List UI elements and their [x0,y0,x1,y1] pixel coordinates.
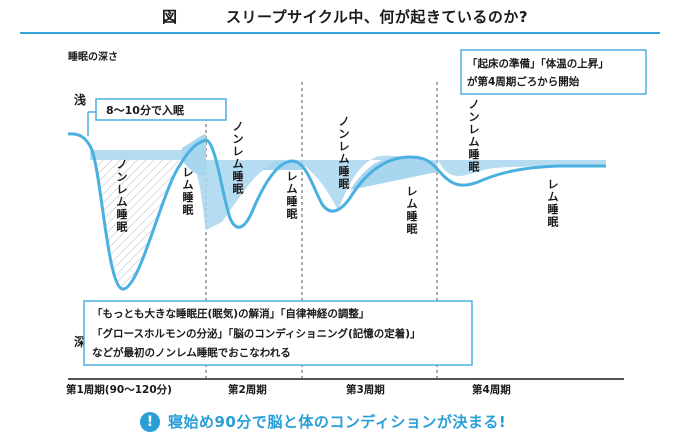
stage-label-nrem2: ノンレム睡眠 [233,120,244,196]
stage-label-rem4: レム睡眠 [548,178,559,229]
stage-label-nrem1: ノンレム睡眠 [117,158,128,234]
stage-label-rem3: レム睡眠 [407,185,418,236]
footer-banner: ! 寝始め90分で脳と体のコンディションが決まる! [0,410,680,440]
stage-label-rem2: レム睡眠 [287,170,298,221]
cycle-label-1: 第1周期(90〜120分) [66,383,172,396]
rem3-shade [350,156,437,190]
cycle-label-4: 第4周期 [472,383,511,396]
figure-title: 図 スリープサイクル中、何が起きているのか? [0,6,680,30]
onset-callout-text: 8〜10分で入眠 [106,103,184,117]
stage-label-nrem4: ノンレム睡眠 [469,98,480,174]
info-box-line3: などが最初のノンレム睡眠でおこなわれる [92,346,291,359]
stage-label-nrem3: ノンレム睡眠 [339,115,350,191]
info-box-line2: 「グロースホルモンの分泌」「脳のコンディショニング(記憶の定着)」 [92,327,421,340]
y-axis-shallow: 浅 [74,92,86,107]
exclamation-icon: ! [140,412,160,432]
figure-label: 図 [162,8,179,26]
figure-heading: スリープサイクル中、何が起きているのか? [226,8,529,26]
top-right-callout-line1: 「起床の準備」「体温の上昇」 [467,57,609,70]
top-right-callout-line2: が第4周期ごろから開始 [467,75,580,88]
cycle-label-2: 第2周期 [228,383,267,396]
sleep-depth-curve [67,132,606,291]
info-box-line1: 「もっとも大きな睡眠圧(眠気)の解消」「自律神経の調整」 [92,307,369,320]
cycle-label-3: 第3周期 [346,383,385,396]
y-axis-deep: 深 [74,334,86,349]
onset-callout-box [95,98,227,121]
first-nrem-hatch [90,143,182,289]
stage-label-rem1: レム睡眠 [183,166,194,217]
footer-message: 寝始め90分で脳と体のコンディションが決まる! [168,413,507,431]
title-rule [20,32,660,34]
y-axis-label: 睡眠の深さ [68,50,118,63]
top-right-callout-box [460,49,647,95]
rem1-shade [182,134,206,176]
cycle-shaded-area [90,143,606,230]
info-box [83,300,473,366]
